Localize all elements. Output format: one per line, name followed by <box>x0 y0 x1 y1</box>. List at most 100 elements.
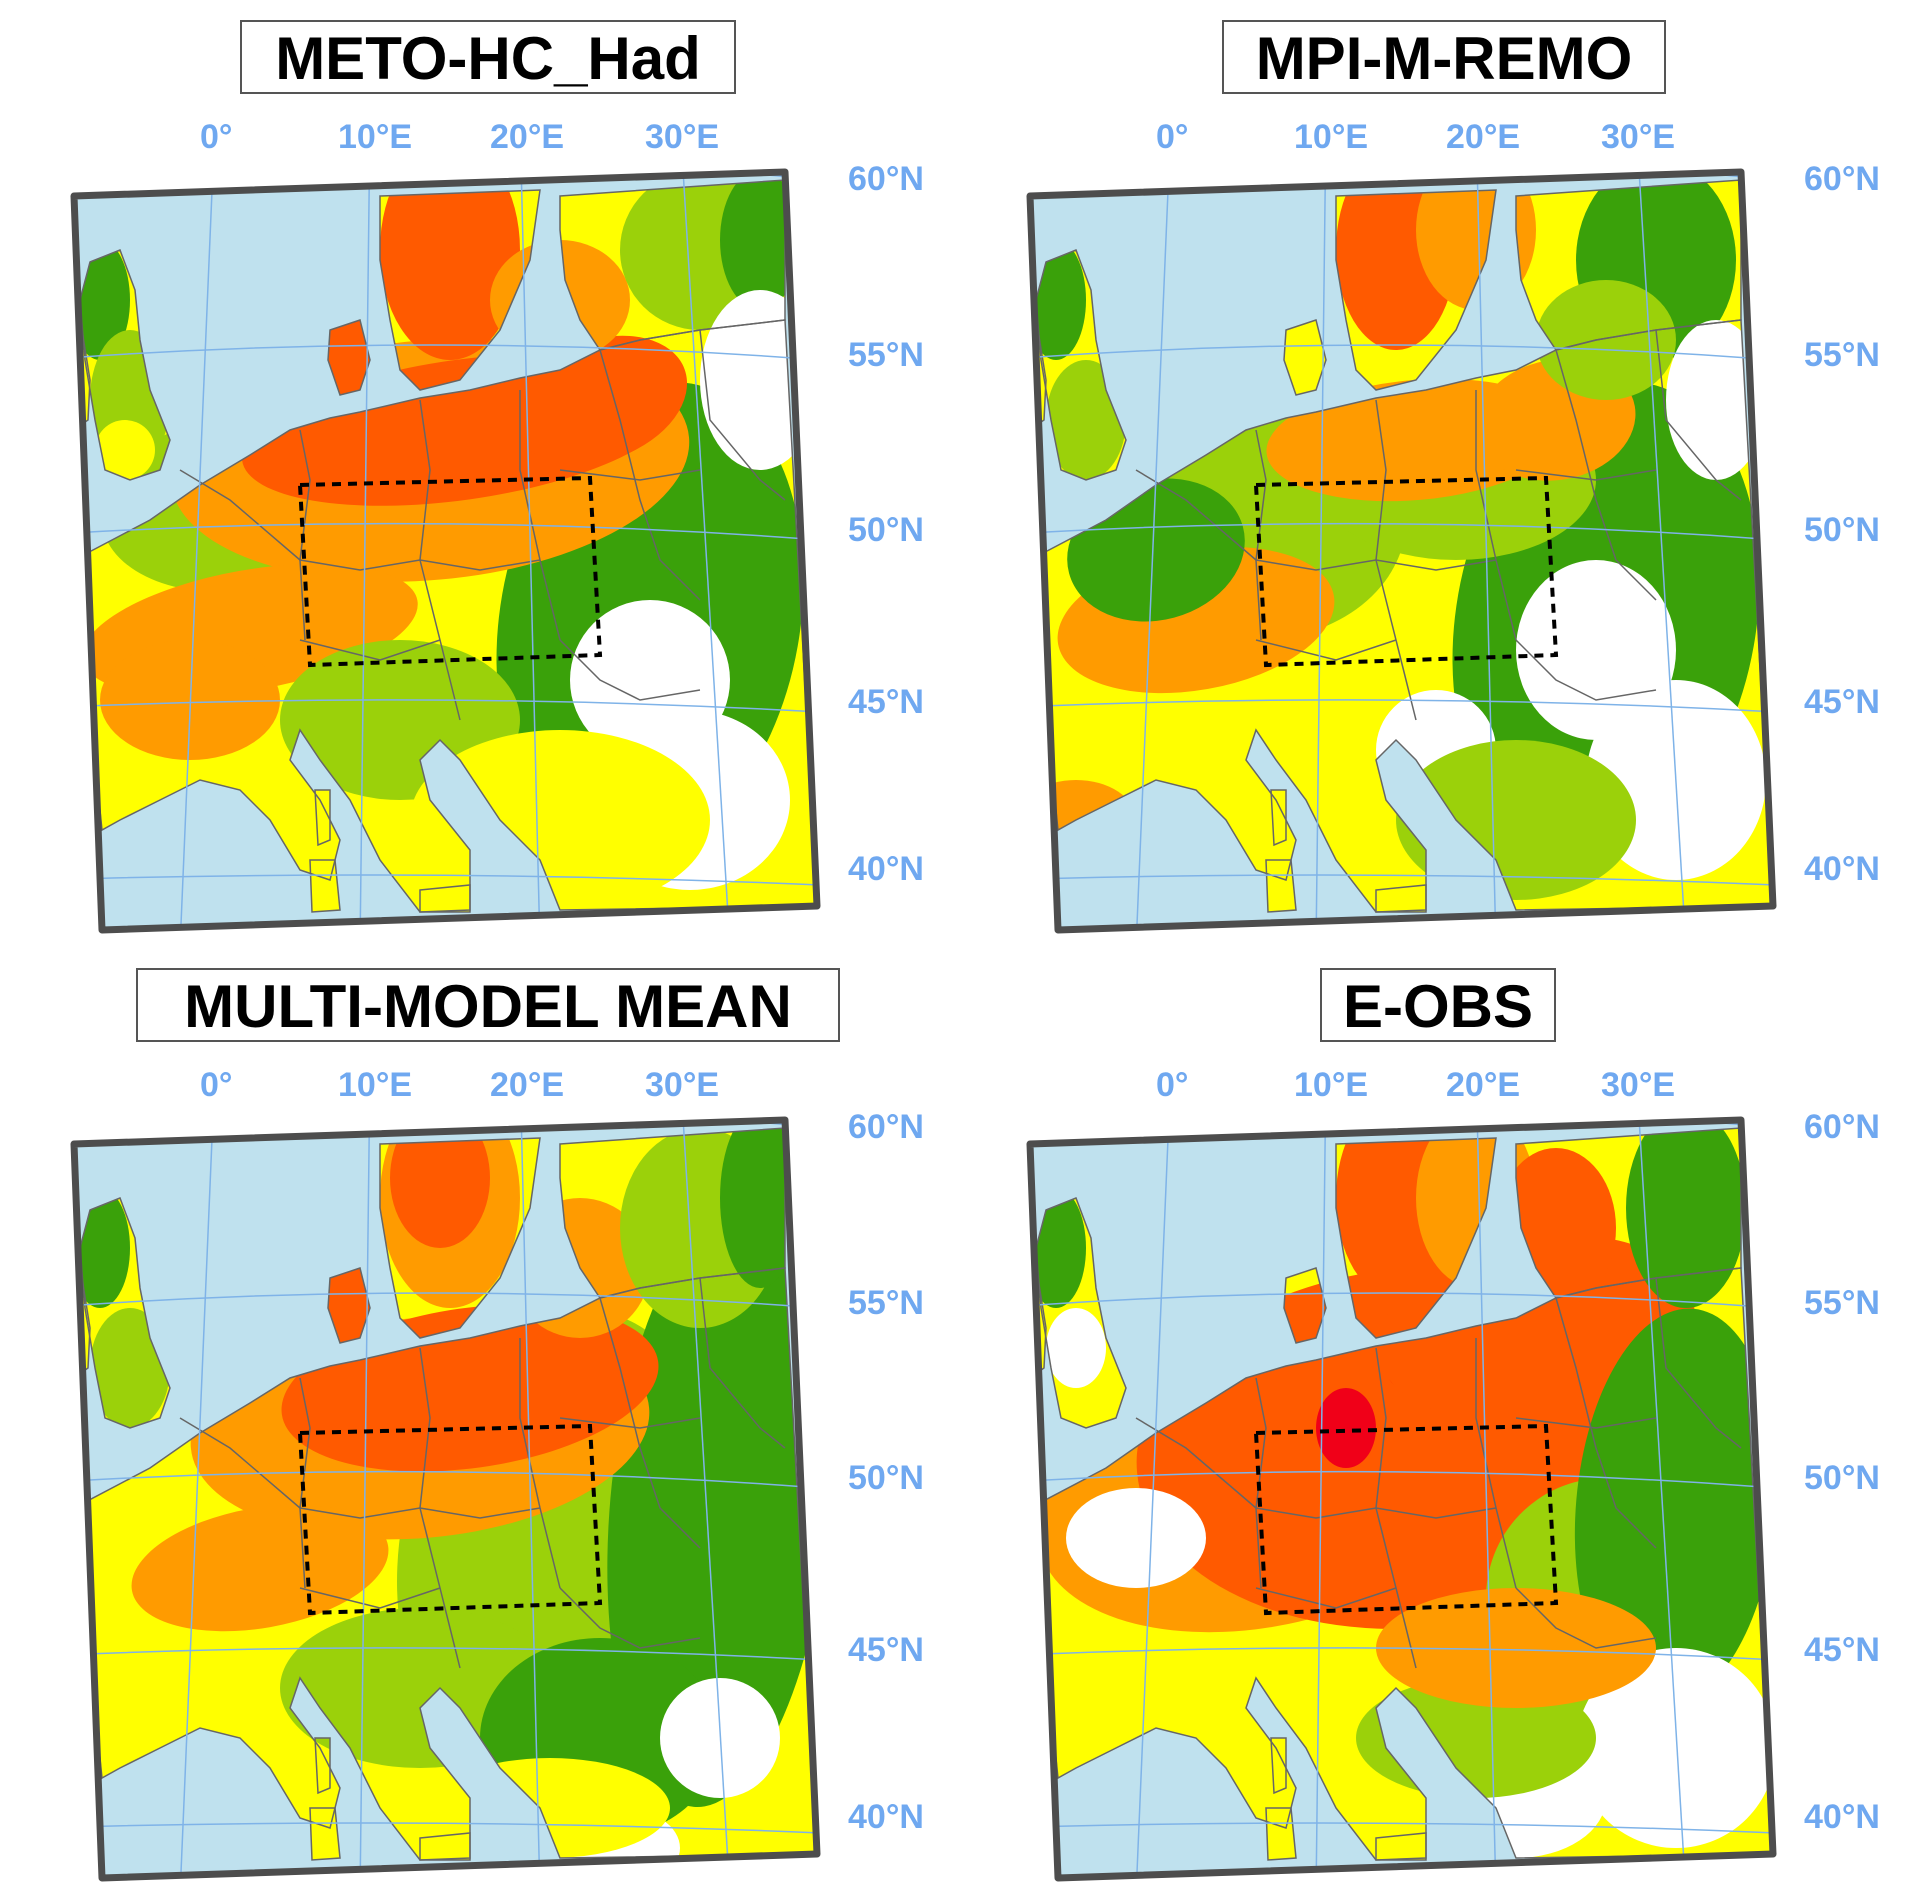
coastline-sicily <box>1375 884 1427 913</box>
graticule-line-3 <box>679 1120 731 1878</box>
country-border-6 <box>1555 349 1657 601</box>
graticule-line-7 <box>1030 699 1773 713</box>
panel-title: MPI-M-REMO <box>1222 20 1666 94</box>
graticule-line-0 <box>179 172 216 930</box>
panel-meto-hc-had: METO-HC_Had 0° 10°E 20°E 30°E 60°N 55°N … <box>0 0 956 948</box>
lon-label-0: 0° <box>200 118 233 156</box>
coastline-continent <box>1030 319 1773 913</box>
coastline-continent <box>74 1267 817 1861</box>
lat-label-60n: 60°N <box>1804 1108 1880 1146</box>
coastline-scandinavia <box>1335 189 1497 391</box>
graticule-line-8 <box>74 874 817 886</box>
field-white-8 <box>1576 1648 1773 1848</box>
lat-label-50n: 50°N <box>1804 511 1880 549</box>
graticule-line-7 <box>74 699 817 713</box>
graticule-line-0 <box>1135 1120 1172 1878</box>
field-dark_green-7 <box>1574 1308 1773 1708</box>
graticule-line-8 <box>1030 1822 1773 1834</box>
lon-label-20e: 20°E <box>1446 1066 1521 1104</box>
field-orange-11 <box>1376 1588 1656 1708</box>
country-border-9 <box>699 1277 786 1449</box>
country-border-2 <box>419 399 431 561</box>
graticule-line-1 <box>359 172 371 930</box>
lat-label-40n: 40°N <box>1804 850 1880 888</box>
coastline-sardinia <box>1265 1807 1297 1861</box>
country-border-10 <box>559 1417 701 1429</box>
coastline-sicily <box>419 1832 471 1861</box>
analysis-box <box>297 475 603 668</box>
graticule-line-6 <box>1030 1470 1773 1489</box>
coastline-britain <box>79 1197 171 1429</box>
lon-label-0: 0° <box>200 1066 233 1104</box>
coastline-britain <box>1035 249 1127 481</box>
graticule-line-2 <box>519 1120 541 1878</box>
country-border-5 <box>559 1587 701 1649</box>
coastline-corsica <box>314 789 331 847</box>
lon-label-10e: 10°E <box>1294 1066 1369 1104</box>
coastline-britain <box>1035 1197 1127 1429</box>
coastline-scandinavia <box>379 1137 541 1339</box>
country-border-0 <box>299 1377 311 1589</box>
graticule-line-0 <box>1135 172 1172 930</box>
country-border-2 <box>1375 1347 1387 1509</box>
country-border-8 <box>179 469 301 561</box>
lon-label-30e: 30°E <box>1601 118 1676 156</box>
country-border-9 <box>699 329 786 501</box>
country-border-7 <box>299 1587 441 1609</box>
country-border-8 <box>1135 1417 1257 1509</box>
coastline-denmark <box>327 1267 371 1344</box>
coastline-britain <box>79 249 171 481</box>
lat-label-45n: 45°N <box>1804 683 1880 721</box>
coastline-denmark <box>1283 1267 1327 1344</box>
field-red_orange-12 <box>1336 1128 1456 1298</box>
graticule-line-5 <box>1030 344 1773 361</box>
country-border-9 <box>1655 329 1742 501</box>
coastline-scandinavia <box>1335 1137 1497 1339</box>
graticule-line-3 <box>1635 172 1687 930</box>
coastline-corsica <box>1270 789 1287 847</box>
graticule-line-5 <box>74 1292 817 1309</box>
map <box>70 1116 821 1882</box>
lat-label-55n: 55°N <box>848 1284 924 1322</box>
graticule-line-0 <box>179 1120 216 1878</box>
country-border-5 <box>1515 1587 1657 1649</box>
country-border-0 <box>1255 429 1267 641</box>
field-dark_green-16 <box>720 180 800 310</box>
country-border-10 <box>1515 469 1657 481</box>
field-white-19 <box>1666 320 1766 480</box>
field-light_green-16 <box>1536 280 1676 400</box>
map-frame <box>1026 1116 1777 1882</box>
field-white-17 <box>700 290 817 470</box>
lat-label-40n: 40°N <box>848 1798 924 1836</box>
lat-label-50n: 50°N <box>848 511 924 549</box>
panel-title: MULTI-MODEL MEAN <box>136 968 840 1042</box>
graticule-line-6 <box>74 1470 817 1489</box>
panel-multi-model-mean: MULTI-MODEL MEAN 0° 10°E 20°E 30°E 60°N … <box>0 948 956 1896</box>
lon-label-30e: 30°E <box>645 1066 720 1104</box>
lat-label-50n: 50°N <box>1804 1459 1880 1497</box>
graticule-line-8 <box>74 1822 817 1834</box>
coastline-sardinia <box>309 1807 341 1861</box>
map-frame <box>70 168 821 934</box>
map <box>1026 1116 1777 1882</box>
graticule-line-5 <box>74 344 817 361</box>
coastline-denmark <box>327 319 371 396</box>
lon-label-20e: 20°E <box>490 1066 565 1104</box>
map <box>1026 168 1777 934</box>
coastline-sardinia <box>309 859 341 913</box>
lat-label-60n: 60°N <box>848 1108 924 1146</box>
country-border-10 <box>1515 1417 1657 1429</box>
country-border-6 <box>599 349 701 601</box>
lat-label-60n: 60°N <box>848 160 924 198</box>
graticule-line-1 <box>1315 172 1327 930</box>
lat-label-45n: 45°N <box>848 683 924 721</box>
graticule-line-3 <box>679 172 731 930</box>
map-content <box>1030 172 1773 930</box>
graticule-line-1 <box>359 1120 371 1878</box>
coastline-denmark <box>1283 319 1327 396</box>
lat-label-45n: 45°N <box>1804 1631 1880 1669</box>
graticule-line-7 <box>1030 1647 1773 1661</box>
graticule-line-3 <box>1635 1120 1687 1878</box>
coastline-sardinia <box>1265 859 1297 913</box>
country-border-0 <box>1255 1377 1267 1589</box>
